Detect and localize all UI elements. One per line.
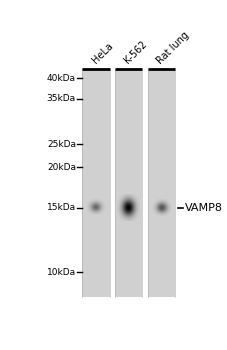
Bar (115, 69, 142, 297)
Bar (148, 69, 175, 297)
Text: 35kDa: 35kDa (47, 94, 76, 103)
Text: 20kDa: 20kDa (47, 163, 76, 172)
Bar (82, 69, 110, 297)
Text: K-562: K-562 (122, 39, 149, 66)
Text: 15kDa: 15kDa (47, 203, 76, 212)
Text: VAMP8: VAMP8 (185, 203, 223, 213)
Text: 40kDa: 40kDa (47, 74, 76, 83)
Text: 10kDa: 10kDa (47, 268, 76, 277)
Text: Rat lung: Rat lung (155, 30, 191, 66)
Text: 25kDa: 25kDa (47, 140, 76, 149)
Text: HeLa: HeLa (90, 41, 115, 66)
